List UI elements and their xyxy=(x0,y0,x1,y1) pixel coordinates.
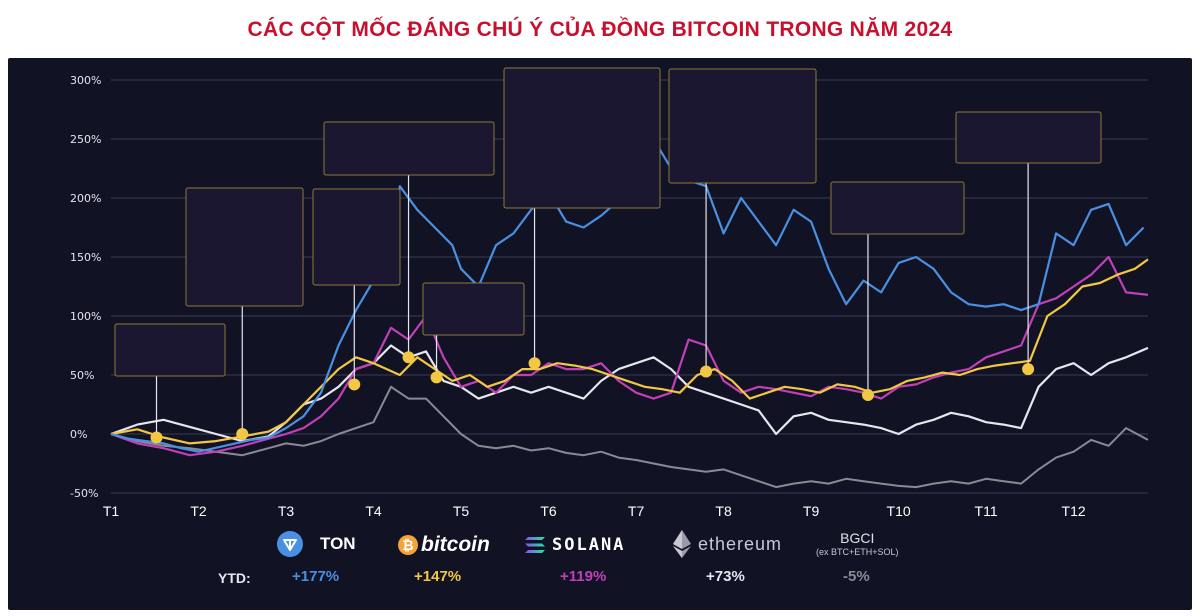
series-line-bgci xyxy=(110,385,1149,489)
chart-title: CÁC CỘT MỐC ĐÁNG CHÚ Ý CỦA ĐỒNG BITCOIN … xyxy=(247,18,953,41)
x-tick-label: T1 xyxy=(103,503,120,519)
markers xyxy=(150,351,1035,444)
x-tick-label: T4 xyxy=(365,503,382,519)
annotation-box xyxy=(185,187,304,307)
milestone-marker xyxy=(402,351,415,364)
x-tick-label: T11 xyxy=(975,503,998,519)
series-line-bitcoin xyxy=(110,258,1149,445)
y-tick-label: 300% xyxy=(70,74,101,87)
milestone-marker xyxy=(348,378,361,391)
annotation-box xyxy=(312,188,401,286)
x-tick-label: T5 xyxy=(453,503,470,519)
x-tick-label: T6 xyxy=(540,503,557,519)
annotation-box xyxy=(955,111,1102,164)
y-tick-label: 150% xyxy=(70,251,101,264)
annotation-box xyxy=(503,67,661,209)
x-tick-label: T8 xyxy=(715,503,732,519)
y-tick-label: 50% xyxy=(70,369,94,382)
milestone-marker xyxy=(150,431,163,444)
annotation-box xyxy=(422,282,525,336)
x-tick-label: T12 xyxy=(1062,503,1086,519)
line-chart: -50% 0% 50% 100% 150% 200% 250% 300% T1 T2 T3 T4 T5… xyxy=(70,67,1149,519)
x-tick-label: T7 xyxy=(628,503,645,519)
y-tick-label: 100% xyxy=(70,310,101,323)
y-tick-label: 200% xyxy=(70,192,101,205)
annotation-box xyxy=(830,181,965,235)
x-tick-label: T3 xyxy=(278,503,295,519)
y-tick-label: 0% xyxy=(70,428,87,441)
x-tick-label: T10 xyxy=(887,503,911,519)
annotation-box xyxy=(668,68,817,184)
x-tick-label: T2 xyxy=(190,503,207,519)
milestone-marker xyxy=(528,357,541,370)
chart-panel: -50% 0% 50% 100% 150% 200% 250% 300% T1 T2 T3 T4 T5… xyxy=(8,58,1192,610)
y-tick-label: 250% xyxy=(70,133,101,146)
milestone-marker xyxy=(861,389,874,402)
series-line-ethereum xyxy=(110,344,1149,443)
milestone-marker xyxy=(700,365,713,378)
x-tick-label: T9 xyxy=(803,503,820,519)
milestone-marker xyxy=(430,371,443,384)
y-tick-label: -50% xyxy=(70,487,98,500)
annotation-box xyxy=(323,121,495,176)
annotation-box xyxy=(114,323,226,377)
milestone-marker xyxy=(1022,363,1035,376)
y-axis: -50% 0% 50% 100% 150% 200% 250% 300% xyxy=(70,74,101,500)
annotations xyxy=(114,67,1102,438)
milestone-marker xyxy=(236,428,249,440)
series-line-solana xyxy=(110,255,1149,457)
x-axis: T1 T2 T3 T4 T5 T6 T7 T8 T9 T10 T11 T12 xyxy=(103,503,1086,519)
